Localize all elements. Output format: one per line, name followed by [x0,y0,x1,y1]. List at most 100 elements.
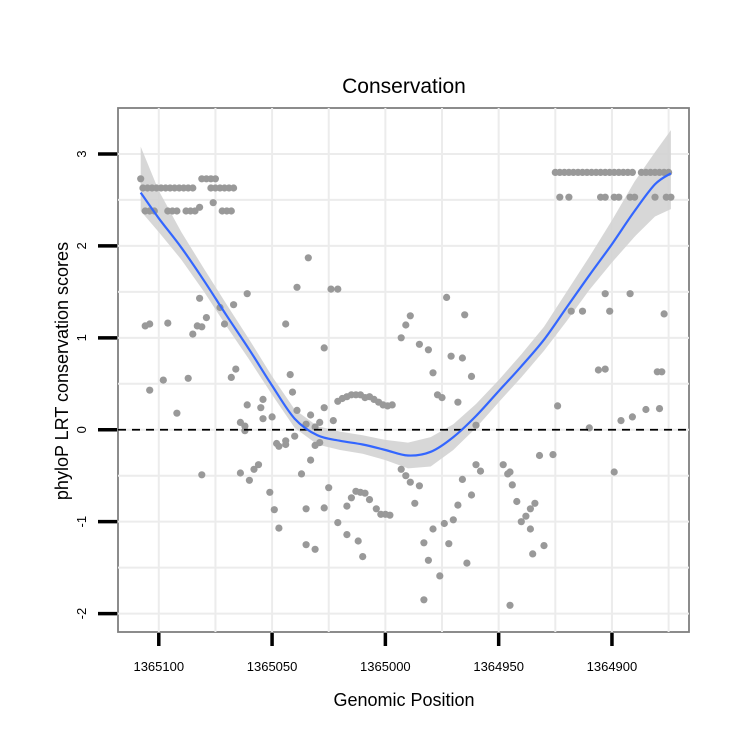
data-point [424,556,432,564]
data-point [320,344,328,352]
data-point [658,368,666,376]
data-point [445,540,453,548]
data-point [372,505,380,513]
chart-title: Conservation [342,75,466,98]
data-point [615,193,623,201]
data-point [275,442,283,450]
data-point [402,321,410,329]
data-point [266,488,274,496]
data-point [454,398,462,406]
data-point [499,461,507,469]
data-point [506,601,514,609]
data-point [232,365,240,373]
data-point [463,559,471,567]
data-point [606,307,614,315]
data-point [293,283,301,291]
data-point [245,476,253,484]
data-point [406,312,414,320]
data-point [307,411,315,419]
data-point [461,311,469,319]
x-tick-label: 1364950 [473,659,524,674]
data-point [443,293,451,301]
data-point [282,320,290,328]
y-axis: -2 -1 0 1 2 3 [74,150,117,619]
x-tick-label: 1365000 [360,659,411,674]
smooth-curve [139,172,672,457]
data-point [243,401,251,409]
data-point [388,401,396,409]
data-point [297,470,306,478]
data-point [467,372,476,380]
data-point [438,394,446,402]
data-point [202,314,210,322]
data-point [227,373,235,381]
data-point [359,553,367,561]
data-point [311,423,319,431]
data-point [198,471,206,479]
data-point [227,207,235,215]
confidence-band-area [140,130,671,469]
data-point [334,285,342,293]
data-point [476,467,485,475]
data-point [325,484,333,492]
data-point [513,497,521,506]
y-tick-label: 0 [74,426,89,433]
data-point [320,504,328,512]
data-point [517,518,525,526]
data-point [655,405,664,413]
data-point [286,371,294,379]
data-point [567,307,575,315]
data-point [397,465,405,473]
data-point [354,537,362,545]
data-point [184,374,192,382]
data-point [293,406,301,414]
data-point [458,354,466,362]
data-point [211,175,219,183]
y-tick-label: 3 [74,150,89,157]
data-point [549,451,557,459]
data-point [230,301,238,309]
data-point [146,320,154,328]
data-point [196,294,204,302]
data-point [554,402,562,410]
x-axis-label: Genomic Position [333,690,474,710]
data-point [651,193,659,201]
data-point [173,207,181,215]
data-point [270,506,278,514]
data-point [146,386,154,394]
data-point [415,482,423,490]
confidence-band [140,130,671,469]
data-point [307,456,315,464]
data-point [601,193,609,201]
data-point [164,319,172,327]
data-point [506,468,514,476]
data-point [402,472,410,480]
data-point [628,168,637,176]
data-point [316,418,324,426]
data-point [565,193,573,201]
data-point [467,491,476,499]
data-point [610,468,618,476]
data-point [347,494,355,502]
data-point [302,505,310,513]
data-point [291,432,299,440]
data-point [429,369,437,377]
data-point [282,437,290,445]
data-point [259,415,267,423]
data-point [529,550,537,558]
data-point [198,323,206,331]
data-point [526,525,535,533]
data-point [320,404,328,412]
data-point [137,175,145,183]
data-point [556,193,564,201]
data-point [254,461,263,469]
data-point [189,184,197,192]
data-point [220,320,229,328]
data-point [540,542,548,550]
data-point [189,330,197,338]
data-point [288,388,297,396]
data-point [449,516,457,524]
data-point [458,475,466,483]
data-point [642,405,650,414]
data-point [667,193,675,201]
